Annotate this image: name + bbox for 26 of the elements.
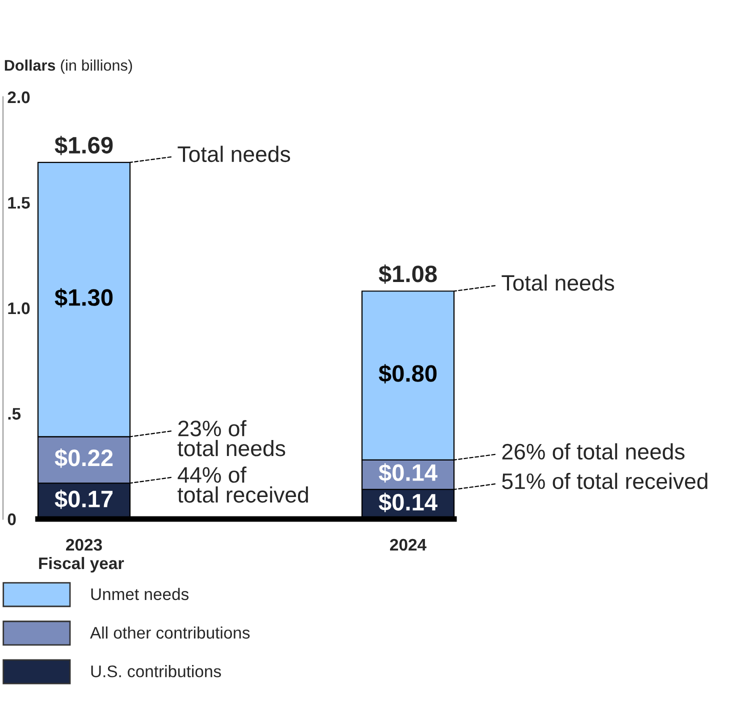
data-label: $0.80 bbox=[378, 364, 437, 384]
y-tick-label: .5 bbox=[8, 408, 21, 420]
y-axis-title: Dollars (in billions) bbox=[4, 60, 132, 74]
y-tick-label: 0 bbox=[8, 513, 16, 526]
text: 26% of total needs bbox=[502, 443, 684, 460]
data-label: $0.22 bbox=[54, 448, 113, 468]
legend-label: U.S. contributions bbox=[91, 665, 221, 678]
y-tick-label: 1.5 bbox=[8, 197, 30, 209]
data-label: $0.14 bbox=[378, 463, 438, 483]
annotation: 23% of total needs bbox=[178, 420, 286, 456]
text: Total needs bbox=[502, 274, 614, 291]
data-label: $0.17 bbox=[54, 490, 113, 509]
y-tick-label: 2.0 bbox=[8, 91, 30, 104]
legend-label: Unmet needs bbox=[91, 588, 189, 600]
x-tick-label: 2023 bbox=[66, 538, 102, 551]
legend-label: All other contributions bbox=[90, 626, 250, 639]
data-label: $1.30 bbox=[54, 288, 113, 308]
text: 51% of total received bbox=[502, 472, 708, 490]
annotation: 44% of total received bbox=[178, 466, 308, 503]
y-tick-label: 1.0 bbox=[8, 302, 30, 314]
total-label: $1.08 bbox=[378, 264, 437, 284]
x-tick-label: 2024 bbox=[390, 538, 426, 551]
total-label: $1.69 bbox=[54, 136, 113, 156]
data-label: $0.14 bbox=[378, 492, 438, 512]
annotation: Total needs bbox=[178, 146, 290, 162]
x-axis-title: Fiscal year bbox=[39, 556, 124, 573]
